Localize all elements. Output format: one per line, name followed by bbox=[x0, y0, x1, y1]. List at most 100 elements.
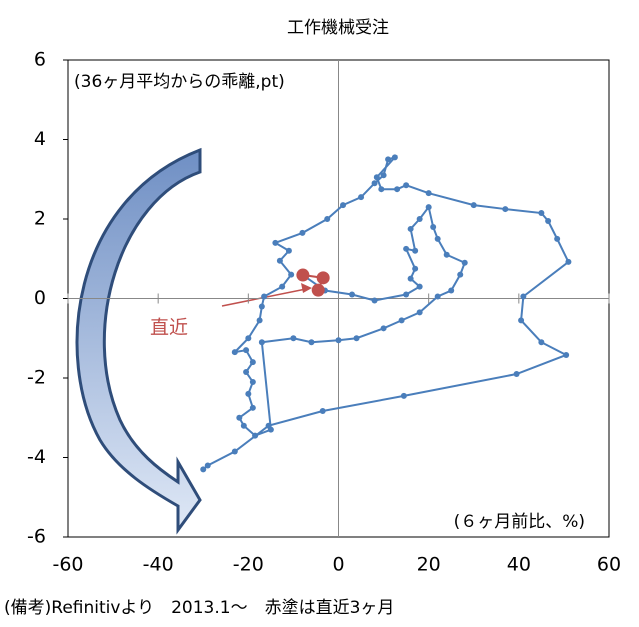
point bbox=[276, 257, 283, 264]
point bbox=[434, 293, 441, 300]
point bbox=[416, 216, 423, 222]
point bbox=[261, 293, 268, 300]
point bbox=[407, 225, 414, 232]
y-tick-label: -4 bbox=[27, 446, 46, 468]
point bbox=[231, 448, 238, 455]
point bbox=[461, 259, 468, 266]
point bbox=[538, 339, 545, 346]
point bbox=[394, 186, 401, 193]
point bbox=[434, 235, 441, 242]
point bbox=[324, 216, 331, 222]
point bbox=[403, 291, 410, 298]
annotation: 直近 bbox=[150, 317, 188, 339]
point bbox=[538, 210, 545, 217]
x-tick-label: -40 bbox=[143, 554, 174, 576]
point bbox=[204, 462, 211, 469]
point bbox=[373, 174, 380, 181]
point bbox=[425, 190, 432, 197]
point bbox=[371, 180, 378, 187]
point bbox=[290, 335, 297, 342]
point bbox=[353, 335, 360, 342]
point bbox=[285, 247, 292, 254]
point bbox=[371, 297, 378, 304]
point bbox=[412, 247, 419, 254]
point bbox=[299, 229, 306, 236]
point bbox=[470, 202, 477, 209]
point bbox=[240, 422, 247, 429]
y-tick-label: 4 bbox=[34, 128, 46, 150]
series-line bbox=[202, 155, 570, 471]
point bbox=[403, 245, 410, 252]
point bbox=[398, 317, 405, 324]
point bbox=[513, 371, 520, 378]
point bbox=[249, 378, 256, 385]
point bbox=[378, 186, 385, 193]
x-tick-label: 40 bbox=[507, 554, 531, 576]
point bbox=[380, 325, 387, 332]
point bbox=[563, 351, 570, 358]
annotation-arrowhead bbox=[301, 283, 312, 293]
point bbox=[319, 407, 326, 414]
point bbox=[256, 317, 263, 324]
point bbox=[358, 194, 365, 201]
y-tick-label: -2 bbox=[27, 367, 46, 389]
point bbox=[308, 339, 315, 346]
point bbox=[245, 335, 252, 342]
point bbox=[200, 466, 207, 473]
point bbox=[380, 172, 387, 179]
point bbox=[231, 349, 238, 356]
point bbox=[416, 309, 423, 316]
point bbox=[391, 154, 398, 161]
point bbox=[249, 404, 256, 411]
point bbox=[502, 206, 509, 213]
point bbox=[243, 347, 250, 354]
x-note: (６ヶ月前比、%) bbox=[454, 512, 585, 532]
x-tick-label: 60 bbox=[597, 554, 621, 576]
point bbox=[457, 271, 464, 278]
point bbox=[425, 204, 432, 211]
cycle-arrow bbox=[75, 147, 202, 535]
point bbox=[296, 268, 310, 282]
point bbox=[403, 182, 410, 189]
point bbox=[279, 283, 286, 290]
point bbox=[267, 426, 274, 433]
point bbox=[448, 287, 455, 294]
x-tick-label: 0 bbox=[332, 554, 344, 576]
point bbox=[443, 251, 450, 258]
point bbox=[400, 392, 407, 399]
point bbox=[412, 265, 419, 272]
point bbox=[518, 317, 525, 324]
point bbox=[520, 293, 527, 300]
y-note: (36ヶ月平均からの乖離,pt) bbox=[74, 72, 285, 92]
point bbox=[316, 271, 330, 285]
point bbox=[349, 291, 356, 298]
x-tick-label: -20 bbox=[233, 554, 264, 576]
point bbox=[236, 414, 243, 421]
point bbox=[416, 283, 423, 290]
point bbox=[385, 156, 392, 163]
point bbox=[243, 369, 250, 376]
point bbox=[272, 239, 279, 246]
footer: (備考)Refinitivより 2013.1～ 赤塗は直近3ヶ月 bbox=[4, 597, 394, 618]
point bbox=[258, 339, 265, 346]
point bbox=[554, 235, 561, 242]
point bbox=[258, 303, 265, 310]
y-tick-label: 0 bbox=[34, 287, 46, 309]
point bbox=[335, 337, 342, 344]
point bbox=[249, 359, 256, 366]
point bbox=[430, 223, 437, 230]
point bbox=[311, 283, 325, 297]
chart-title: 工作機械受注 bbox=[287, 18, 389, 38]
y-tick-label: 2 bbox=[34, 208, 46, 230]
point bbox=[245, 390, 252, 397]
y-tick-label: 6 bbox=[34, 49, 46, 71]
point bbox=[252, 432, 259, 439]
x-tick-label: 20 bbox=[417, 554, 441, 576]
point bbox=[545, 217, 552, 224]
point bbox=[288, 271, 295, 278]
point bbox=[340, 202, 347, 209]
x-tick-label: -60 bbox=[52, 554, 83, 576]
point bbox=[407, 275, 414, 282]
